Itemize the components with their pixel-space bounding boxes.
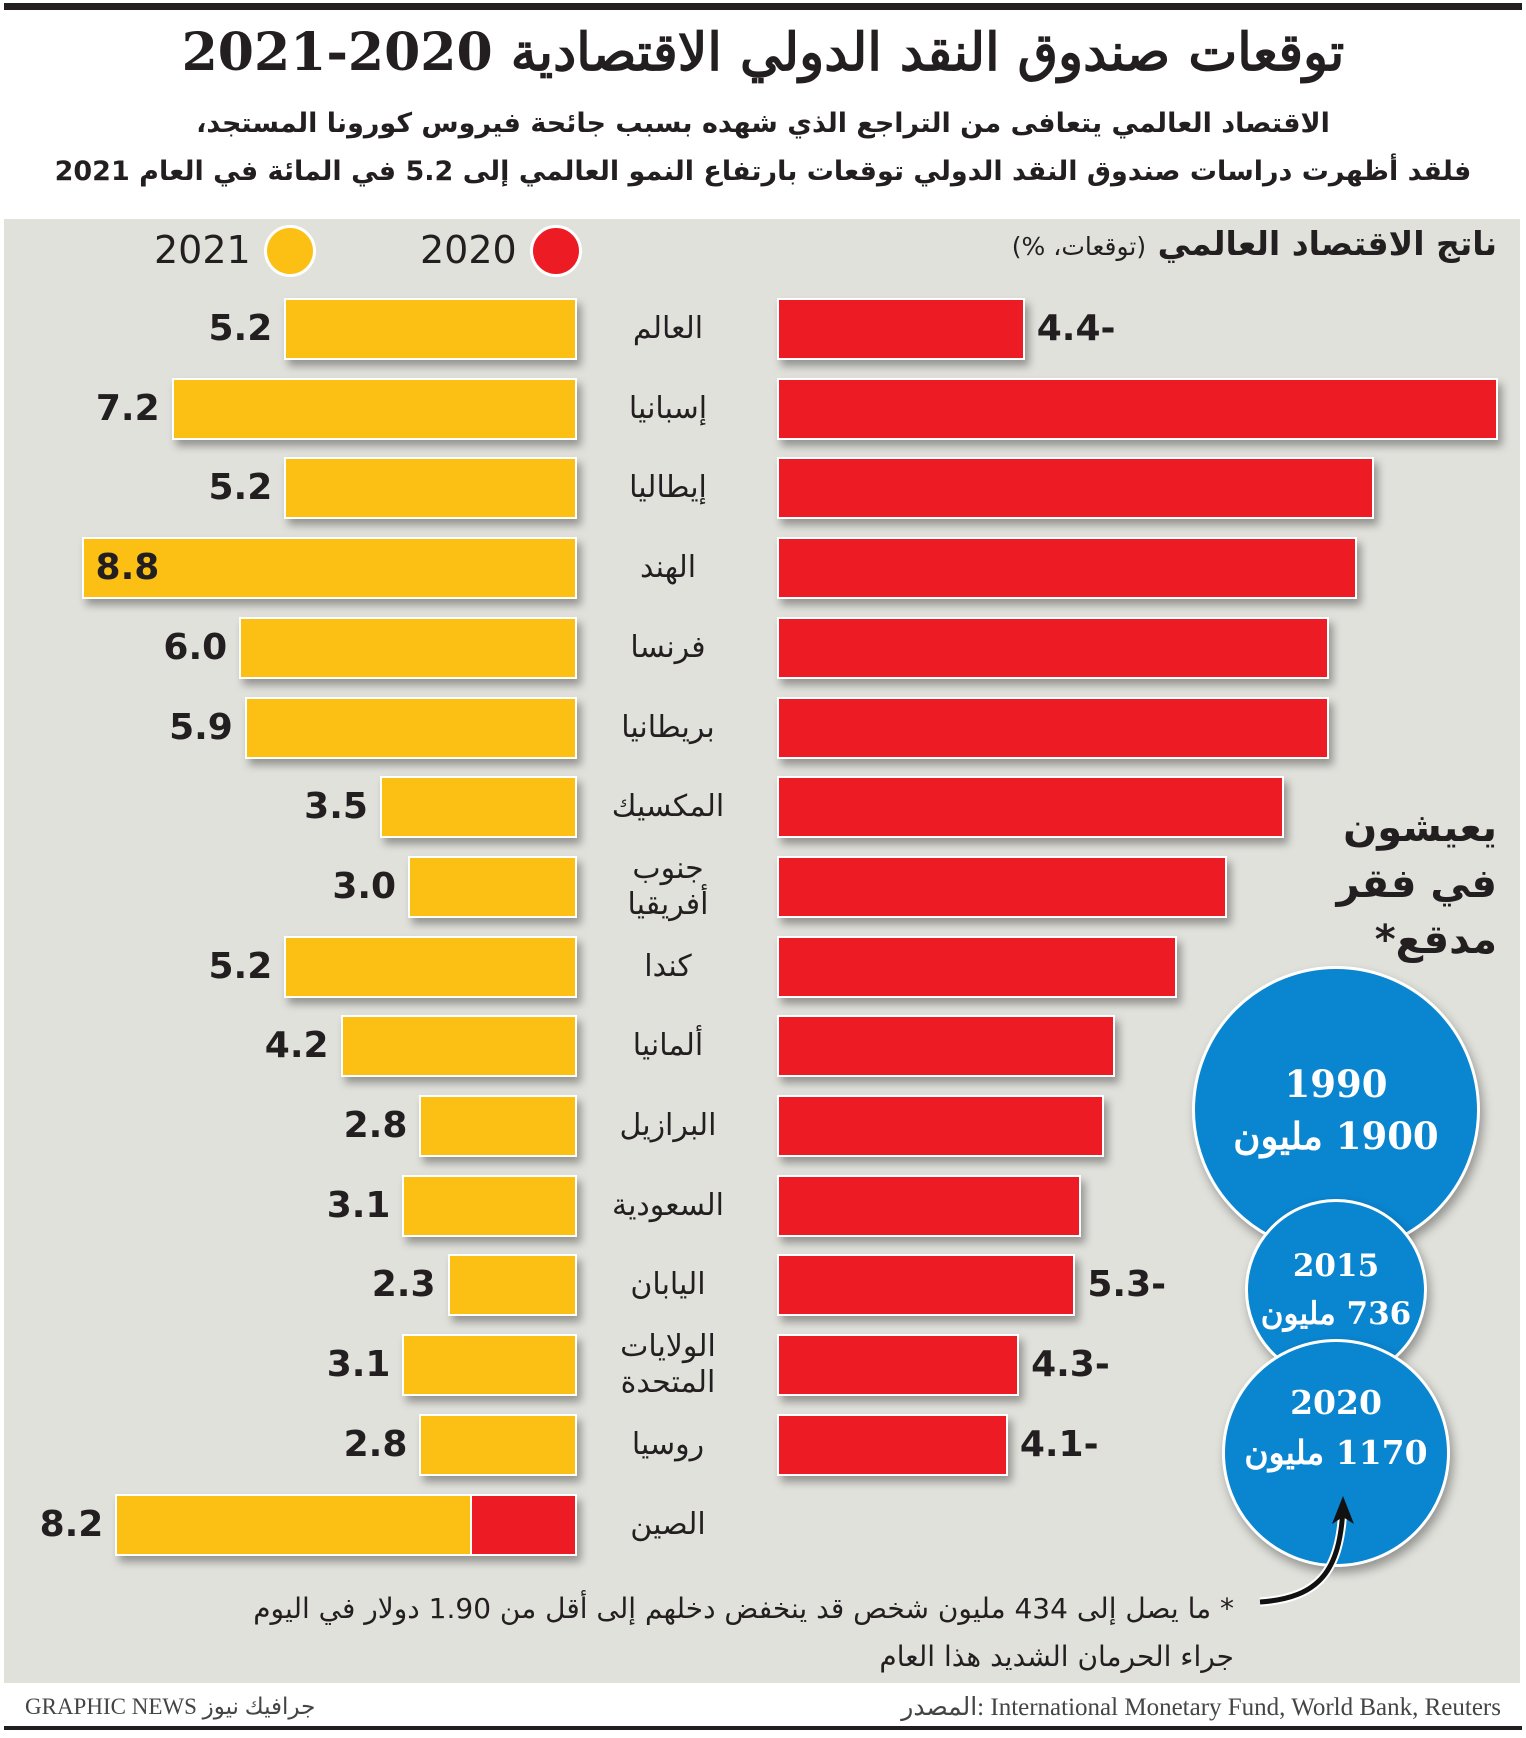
value-label-2021: 5.2 <box>208 308 273 349</box>
chart-unit-note: (توقعات، %) <box>1011 232 1147 261</box>
bar-2020 <box>470 1493 577 1556</box>
value-label-2020: 4.4- <box>1036 308 1116 349</box>
page-title: توقعات صندوق النقد الدولي الاقتصادية 202… <box>181 22 1345 83</box>
bar-2021 <box>419 1095 577 1157</box>
bar-2020 <box>777 1334 1020 1397</box>
value-label-2021: 2.8 <box>343 1423 408 1465</box>
category-label: جنوب أفريقيا <box>627 850 709 922</box>
bar-2020 <box>777 696 1329 759</box>
poverty-heading-line: يعيشون <box>1343 805 1497 851</box>
poverty-heading-line: مدقع* <box>1374 917 1497 963</box>
category-label: البرازيل <box>619 1108 717 1143</box>
value-label-2021: 3.0 <box>332 865 397 907</box>
value-label-2020: 5.3- <box>1087 1264 1167 1306</box>
category-label: العالم <box>632 311 704 346</box>
category-label: الولايات المتحدة <box>620 1329 716 1401</box>
circle-value: 736 مليون <box>1260 1296 1412 1332</box>
chart-title-text: ناتج الاقتصاد العالمي <box>1157 224 1497 263</box>
legend-swatch-2021 <box>264 225 316 277</box>
bar-2020 <box>777 1095 1104 1157</box>
value-label-2020: 4.3- <box>1031 1344 1110 1386</box>
bar-2021 <box>284 298 577 360</box>
bottom-rule <box>4 1726 1522 1730</box>
value-label-2021: 8.2 <box>39 1503 104 1545</box>
category-label: الهند <box>639 550 697 586</box>
bar-2020 <box>777 537 1357 600</box>
legend-label-2021: 2021 <box>154 228 251 272</box>
value-label-2021: 5.2 <box>208 467 273 509</box>
category-label: ألمانيا <box>632 1028 704 1064</box>
bar-2020 <box>777 1254 1076 1317</box>
bar-2020 <box>777 855 1228 918</box>
chart-title: ناتج الاقتصاد العالمي (توقعات، %) <box>1012 224 1497 263</box>
bar-2020 <box>777 377 1498 440</box>
category-label: المكسيك <box>611 789 725 825</box>
bar-2021 <box>402 1334 577 1397</box>
poverty-heading-line: في فقر <box>1336 861 1497 907</box>
value-label-2021: 2.3 <box>371 1264 436 1306</box>
source-credit: المصدر: International Monetary Fund, Wor… <box>901 1694 1501 1721</box>
bar-2020 <box>777 1413 1008 1476</box>
arrow-icon <box>1259 1496 1354 1607</box>
bar-2020 <box>777 298 1025 360</box>
bar-2020 <box>777 935 1177 998</box>
bar-2020 <box>777 776 1284 839</box>
category-label: فرنسا <box>630 629 706 665</box>
bar-2020 <box>777 1015 1115 1078</box>
category-label: السعودية <box>611 1187 724 1223</box>
bar-2021 <box>239 616 577 679</box>
category-label: إيطاليا <box>629 470 707 506</box>
value-label-2021: 3.1 <box>326 1344 391 1386</box>
bar-2021 <box>284 935 577 998</box>
legend-label-2020: 2020 <box>420 228 517 272</box>
subtitle-line-1: الاقتصاد العالمي يتعافى من التراجع الذي … <box>196 108 1330 139</box>
value-label-2021: 8.8 <box>95 547 160 589</box>
footnote-line: * ما يصل إلى 434 مليون شخص قد ينخفض دخله… <box>253 1592 1234 1625</box>
footnote: * ما يصل إلى 434 مليون شخص قد ينخفض دخله… <box>134 1585 1234 1681</box>
circle-year: 1990 <box>1284 1062 1388 1106</box>
footnote-line: جراء الحرمان الشديد هذا العام <box>879 1640 1234 1673</box>
poverty-heading: يعيشون في فقر مدقع* <box>1337 800 1497 968</box>
category-label: الصين <box>630 1506 706 1542</box>
value-label-2021: 7.2 <box>95 387 160 429</box>
circle-value: 1170 مليون <box>1244 1433 1428 1472</box>
poverty-circle-2020: 2020 1170 مليون <box>1222 1339 1450 1567</box>
value-label-2021: 6.0 <box>163 626 228 668</box>
bar-2021 <box>402 1174 577 1237</box>
bar-2021 <box>340 1015 577 1078</box>
top-rule <box>4 3 1522 10</box>
brand-logo: GRAPHIC NEWS جرافيك نيوز <box>25 1694 316 1719</box>
bar-2021 <box>81 537 577 600</box>
bar-2021 <box>408 855 577 918</box>
bar-2021 <box>244 696 577 759</box>
circle-value: 1900 مليون <box>1233 1114 1439 1158</box>
bar-2021 <box>284 457 577 520</box>
category-label: اليابان <box>630 1267 706 1303</box>
bar-2021 <box>447 1254 577 1317</box>
category-label: كندا <box>644 948 692 984</box>
value-label-2021: 3.1 <box>326 1184 391 1226</box>
bar-2021 <box>171 377 577 440</box>
bar-2020 <box>777 457 1374 520</box>
category-label: إسبانيا <box>628 390 708 426</box>
circle-year: 2020 <box>1290 1383 1382 1422</box>
subtitle-line-2: فلقد أظهرت دراسات صندوق النقد الدولي توق… <box>54 156 1472 187</box>
legend-swatch-2020 <box>530 225 582 277</box>
bar-2020 <box>777 1174 1082 1237</box>
category-label: روسيا <box>631 1426 705 1462</box>
value-label-2021: 2.8 <box>343 1105 408 1146</box>
bar-2021 <box>419 1413 577 1476</box>
bar-2021 <box>379 776 577 839</box>
value-label-2021: 5.2 <box>208 945 273 987</box>
value-label-2021: 4.2 <box>264 1025 329 1067</box>
value-label-2021: 5.9 <box>169 706 233 748</box>
value-label-2020: 4.1- <box>1019 1423 1099 1465</box>
circle-year: 2015 <box>1292 1248 1380 1284</box>
category-label: بريطانيا <box>621 709 715 745</box>
bar-2020 <box>777 616 1329 679</box>
value-label-2021: 3.5 <box>304 786 368 828</box>
